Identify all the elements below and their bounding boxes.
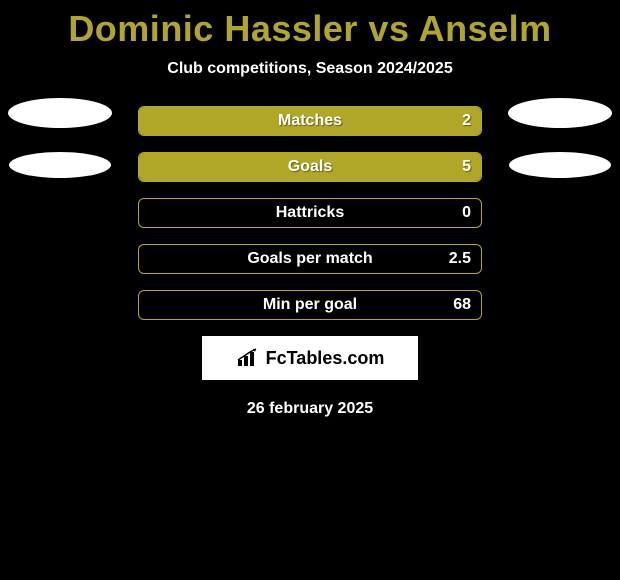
comparison-card: Dominic Hassler vs Anselm Club competiti…	[0, 0, 620, 418]
avatar-left	[8, 98, 112, 178]
stat-row: Goals per match2.5	[138, 244, 482, 274]
stat-value: 68	[453, 291, 471, 319]
avatar-face-icon	[8, 98, 112, 128]
stat-row: Hattricks0	[138, 198, 482, 228]
avatar-shoulders-icon	[9, 152, 111, 178]
stat-value: 5	[462, 153, 471, 181]
stat-value: 2	[462, 107, 471, 135]
stat-value: 0	[462, 199, 471, 227]
avatar-face-icon	[508, 98, 612, 128]
page-title: Dominic Hassler vs Anselm	[0, 8, 620, 50]
stat-value: 2.5	[449, 245, 471, 273]
stat-rows: Matches2Goals5Hattricks0Goals per match2…	[138, 106, 482, 320]
stat-label: Matches	[139, 107, 481, 135]
stat-row: Goals5	[138, 152, 482, 182]
stat-label: Min per goal	[139, 291, 481, 319]
avatar-right	[508, 98, 612, 178]
stat-label: Goals per match	[139, 245, 481, 273]
bar-chart-icon	[236, 348, 260, 368]
stat-label: Hattricks	[139, 199, 481, 227]
stat-row: Min per goal68	[138, 290, 482, 320]
date-label: 26 february 2025	[0, 400, 620, 418]
stats-block: Matches2Goals5Hattricks0Goals per match2…	[0, 106, 620, 320]
brand-text: FcTables.com	[266, 348, 385, 369]
brand-badge: FcTables.com	[202, 336, 418, 380]
avatar-shoulders-icon	[509, 152, 611, 178]
subtitle: Club competitions, Season 2024/2025	[0, 60, 620, 78]
stat-label: Goals	[139, 153, 481, 181]
stat-row: Matches2	[138, 106, 482, 136]
